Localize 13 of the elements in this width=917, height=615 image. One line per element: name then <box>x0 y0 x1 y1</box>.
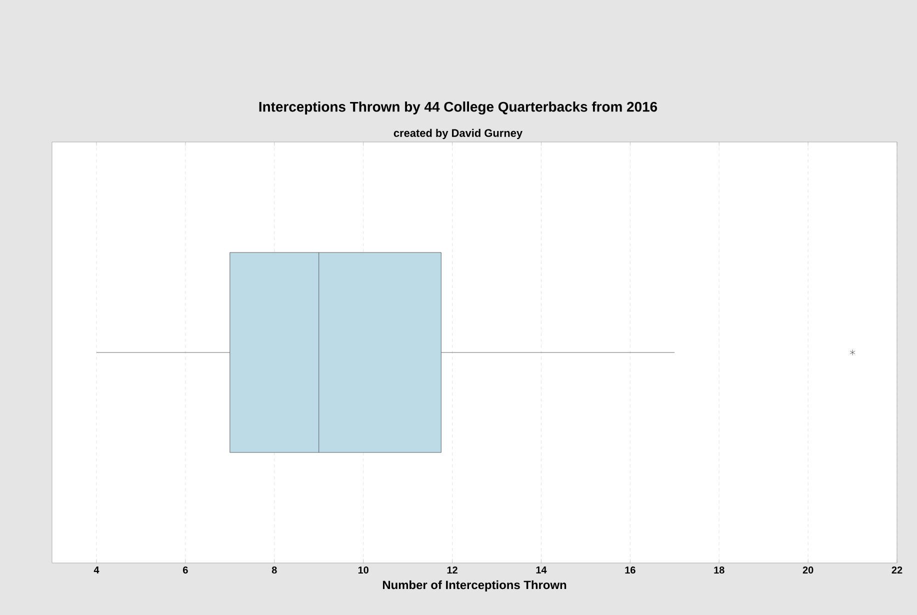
x-axis-title: Number of Interceptions Thrown <box>382 580 566 592</box>
x-tick-label: 14 <box>536 566 547 574</box>
x-tick-label: 18 <box>714 566 724 574</box>
x-tick-label: 20 <box>802 566 814 574</box>
x-tick-label: 4 <box>94 566 100 574</box>
x-tick-label: 16 <box>625 566 636 574</box>
chart-subtitle: created by David Gurney <box>394 128 522 140</box>
x-tick-label: 22 <box>892 566 902 574</box>
x-tick-label: 10 <box>358 566 368 574</box>
x-tick-label: 8 <box>272 566 277 574</box>
x-tick-label: 6 <box>183 566 188 574</box>
x-tick-label: 12 <box>447 566 458 574</box>
chart-title: Interceptions Thrown by 44 College Quarterbacks from 2016 <box>259 101 658 115</box>
